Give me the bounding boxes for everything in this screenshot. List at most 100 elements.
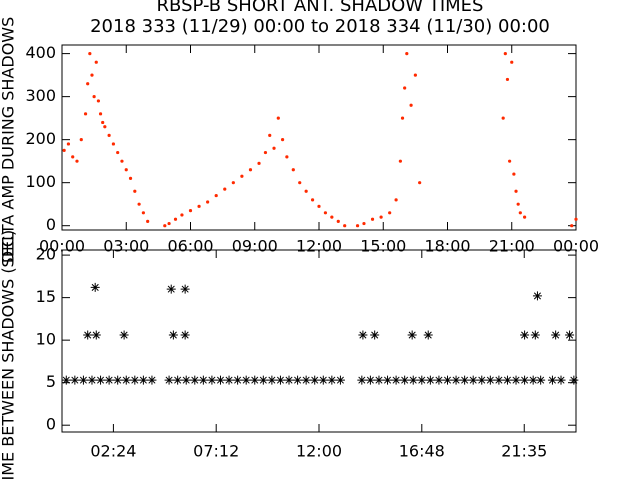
data-point xyxy=(272,146,276,150)
data-point xyxy=(460,375,470,385)
data-point xyxy=(190,375,200,385)
data-point xyxy=(181,375,191,385)
data-point xyxy=(370,217,375,221)
data-point xyxy=(119,330,129,340)
data-point xyxy=(502,375,512,385)
data-point xyxy=(398,159,402,163)
data-point xyxy=(180,330,190,340)
data-point xyxy=(250,375,260,385)
data-point xyxy=(570,224,574,228)
data-point xyxy=(70,375,80,385)
data-point xyxy=(120,159,124,163)
x-tick-label: 00:00 xyxy=(39,237,85,256)
data-point xyxy=(276,116,280,120)
data-point xyxy=(257,161,261,165)
data-point xyxy=(520,375,530,385)
data-point xyxy=(86,82,90,86)
data-point xyxy=(66,142,71,146)
data-point xyxy=(263,150,268,155)
data-point xyxy=(116,150,120,155)
data-point xyxy=(267,375,277,385)
data-point xyxy=(501,116,505,120)
data-point xyxy=(180,284,190,294)
data-point xyxy=(121,375,131,385)
data-point xyxy=(104,375,114,385)
data-point xyxy=(425,375,435,385)
y-tick-label: 10 xyxy=(36,330,56,349)
x-tick-label: 16:48 xyxy=(399,442,445,461)
data-point xyxy=(520,330,530,340)
data-point xyxy=(173,375,183,385)
data-point xyxy=(138,375,148,385)
data-point xyxy=(374,375,384,385)
data-point xyxy=(215,375,225,385)
data-point xyxy=(61,375,71,385)
data-point xyxy=(365,375,375,385)
data-point xyxy=(388,211,392,215)
data-point xyxy=(111,142,115,146)
y-tick-label: 100 xyxy=(25,172,56,191)
data-point xyxy=(146,219,150,223)
data-point xyxy=(423,330,433,340)
data-point xyxy=(62,148,66,153)
data-point xyxy=(413,73,417,77)
data-point xyxy=(168,330,178,340)
y-tick-label: 15 xyxy=(36,287,56,306)
data-point xyxy=(147,375,157,385)
data-point xyxy=(90,73,94,77)
x-tick-label: 03:00 xyxy=(103,237,149,256)
data-point xyxy=(103,125,107,129)
y-tick-label: 5 xyxy=(46,372,56,391)
data-point xyxy=(485,375,495,385)
data-point xyxy=(528,375,538,385)
data-point xyxy=(408,375,418,385)
data-point xyxy=(301,375,311,385)
data-point xyxy=(443,375,452,385)
data-point xyxy=(503,52,507,56)
data-point xyxy=(407,330,417,340)
data-point xyxy=(468,375,478,385)
data-point xyxy=(128,176,133,180)
y-tick-label: 300 xyxy=(25,86,56,105)
x-tick-label: 15:00 xyxy=(360,237,406,256)
y-tick-label: 0 xyxy=(46,215,56,234)
data-point xyxy=(357,375,367,385)
data-point xyxy=(508,159,512,163)
data-point xyxy=(130,375,140,385)
data-point xyxy=(180,213,184,217)
data-point xyxy=(418,181,422,185)
data-point xyxy=(96,375,106,385)
data-point xyxy=(569,375,579,385)
data-point xyxy=(327,375,337,385)
chart-title: RBSP-B SHORT ANT. SHADOW TIMES xyxy=(157,0,484,16)
data-point xyxy=(505,77,510,82)
y-tick-label: 400 xyxy=(25,43,56,62)
data-point xyxy=(167,221,171,226)
plot-frame xyxy=(61,249,577,433)
data-point xyxy=(166,284,176,294)
data-point xyxy=(477,375,487,385)
data-point xyxy=(551,330,561,340)
data-point xyxy=(518,211,522,215)
data-point xyxy=(516,202,520,206)
data-point xyxy=(101,120,105,125)
data-point xyxy=(197,204,201,208)
data-point xyxy=(79,138,83,142)
data-point xyxy=(94,60,98,64)
data-point xyxy=(71,155,75,159)
data-point xyxy=(207,375,217,385)
data-point xyxy=(409,103,413,107)
data-point xyxy=(512,172,516,176)
data-point xyxy=(400,116,405,120)
data-point xyxy=(78,375,88,385)
data-point xyxy=(510,60,514,64)
data-point xyxy=(556,375,566,385)
x-tick-label: 12:00 xyxy=(296,237,342,256)
data-point xyxy=(188,209,193,213)
data-point xyxy=(383,375,393,385)
data-point xyxy=(173,217,178,221)
data-point xyxy=(362,221,366,226)
data-point xyxy=(198,375,208,385)
